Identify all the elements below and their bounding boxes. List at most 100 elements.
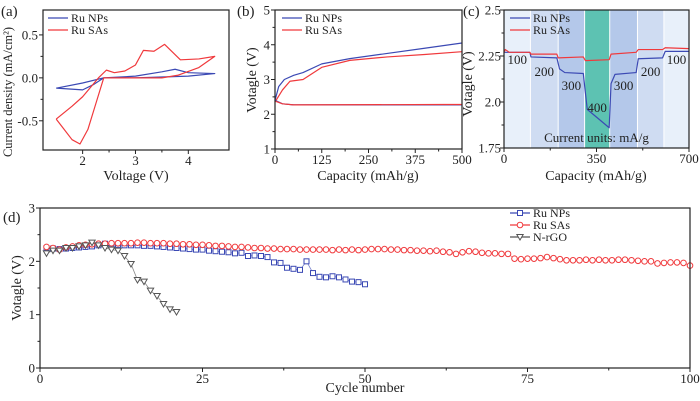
legend-label: Ru NPs [533, 11, 570, 25]
x-tick-label: 100 [680, 371, 700, 386]
data-point-circle [621, 256, 629, 264]
data-point-triangle [74, 243, 84, 251]
data-point-square [251, 252, 258, 259]
data-point-square [362, 281, 368, 288]
series-line [503, 47, 690, 62]
data-point-circle [192, 241, 200, 249]
data-point-circle [251, 244, 258, 252]
data-point-circle [446, 248, 453, 256]
current-band [504, 10, 530, 148]
y-tick-label: 2.0 [485, 95, 501, 110]
data-point-circle [524, 255, 531, 262]
data-point-circle [127, 239, 135, 247]
data-point-circle [231, 243, 239, 251]
data-point-square [290, 265, 297, 272]
data-point-circle [160, 239, 167, 247]
data-point-circle [420, 247, 427, 254]
legend-label: Ru SAs [533, 218, 570, 232]
data-point-square [219, 248, 225, 255]
data-point-square [297, 266, 303, 273]
x-tick-label: 75 [521, 371, 534, 386]
panel-c: 100 200 300 400 300 200 100 Current units: mA/g… [461, 3, 699, 185]
y-axis-label: Votagle (V) [245, 47, 260, 113]
data-point-circle [277, 245, 284, 253]
data-point-square [271, 259, 277, 266]
data-point-circle [634, 257, 642, 265]
data-point-circle [504, 250, 512, 258]
data-point-circle [387, 246, 395, 253]
panel-b: 0 125 250 375 500 1 2 3 4 5 (b) Capacity (mAh/g) Vot… [237, 3, 472, 185]
data-point-circle [433, 247, 440, 254]
legend-label: Ru SAs [305, 23, 342, 37]
data-point-circle [173, 240, 180, 248]
data-point-circle [342, 246, 349, 254]
legend-label: Ru NPs [305, 11, 342, 25]
data-point-square [238, 249, 245, 256]
data-point-square [316, 273, 323, 280]
data-point-circle [543, 253, 551, 261]
x-tick-label: 350 [587, 151, 607, 166]
data-point-square [303, 258, 310, 265]
data-point-circle [680, 259, 687, 267]
data-point-circle [238, 243, 245, 251]
data-point-circle [381, 245, 388, 253]
data-point-square [245, 253, 251, 259]
legend-label: Ru NPs [71, 11, 108, 25]
data-point-circle [576, 256, 583, 264]
data-point-circle [615, 256, 622, 264]
data-point-triangle [81, 242, 90, 250]
y-tick-label: 1 [264, 142, 271, 157]
data-point-circle [348, 246, 356, 253]
data-point-circle [199, 241, 206, 249]
legend-marker [517, 210, 523, 216]
data-point-circle [459, 248, 466, 256]
data-point-triangle [61, 245, 71, 252]
data-point-circle [647, 258, 655, 265]
panel-label: (c) [463, 4, 480, 20]
data-point-circle [413, 247, 421, 254]
data-point-square [212, 248, 219, 255]
legend-label: N-rGO [533, 230, 567, 244]
current-band [585, 10, 610, 148]
data-point-circle [329, 246, 336, 254]
data-point-circle [582, 256, 590, 264]
data-point-square [264, 254, 271, 261]
panel-a: 2 3 4 -0.5 0.0 0.5 (a) Voltage (V) Current densi… [1, 4, 230, 184]
data-point-circle [654, 260, 661, 267]
current-label: 200 [641, 64, 661, 79]
data-point-square [225, 249, 232, 256]
plot-frame [39, 207, 691, 369]
panel-label: (d) [3, 210, 21, 226]
data-point-triangle [68, 245, 77, 252]
data-point-circle [108, 239, 115, 247]
data-point-circle [205, 242, 213, 249]
y-tick-label: 0 [29, 361, 36, 376]
data-point-triangle [133, 277, 142, 284]
data-point-circle [290, 245, 297, 253]
y-tick-label: 3 [29, 201, 36, 216]
data-point-circle [186, 240, 193, 248]
data-point-circle [485, 250, 492, 257]
y-tick-label: 0.0 [22, 70, 38, 85]
data-point-triangle [165, 306, 175, 314]
data-point-square [349, 278, 355, 285]
series-line [274, 42, 463, 101]
data-point-circle [537, 254, 544, 262]
legend-marker [516, 221, 524, 229]
data-point-triangle [42, 250, 51, 258]
x-axis-label: Capacity (mAh/g) [317, 169, 419, 184]
y-tick-label: 1.75 [478, 141, 501, 156]
data-point-square [284, 264, 290, 271]
data-point-square [206, 247, 212, 254]
data-point-circle [212, 242, 219, 250]
annotation: Current units: mA/g [544, 130, 649, 145]
data-point-circle [368, 245, 375, 253]
data-point-circle [121, 239, 128, 247]
data-point-square [323, 274, 329, 281]
x-tick-label: 4 [185, 153, 192, 168]
x-axis-label: Capacity (mAh/g) [545, 169, 647, 184]
data-point-triangle [107, 246, 116, 254]
data-point-circle [589, 256, 596, 264]
x-tick-label: 2 [79, 153, 86, 168]
